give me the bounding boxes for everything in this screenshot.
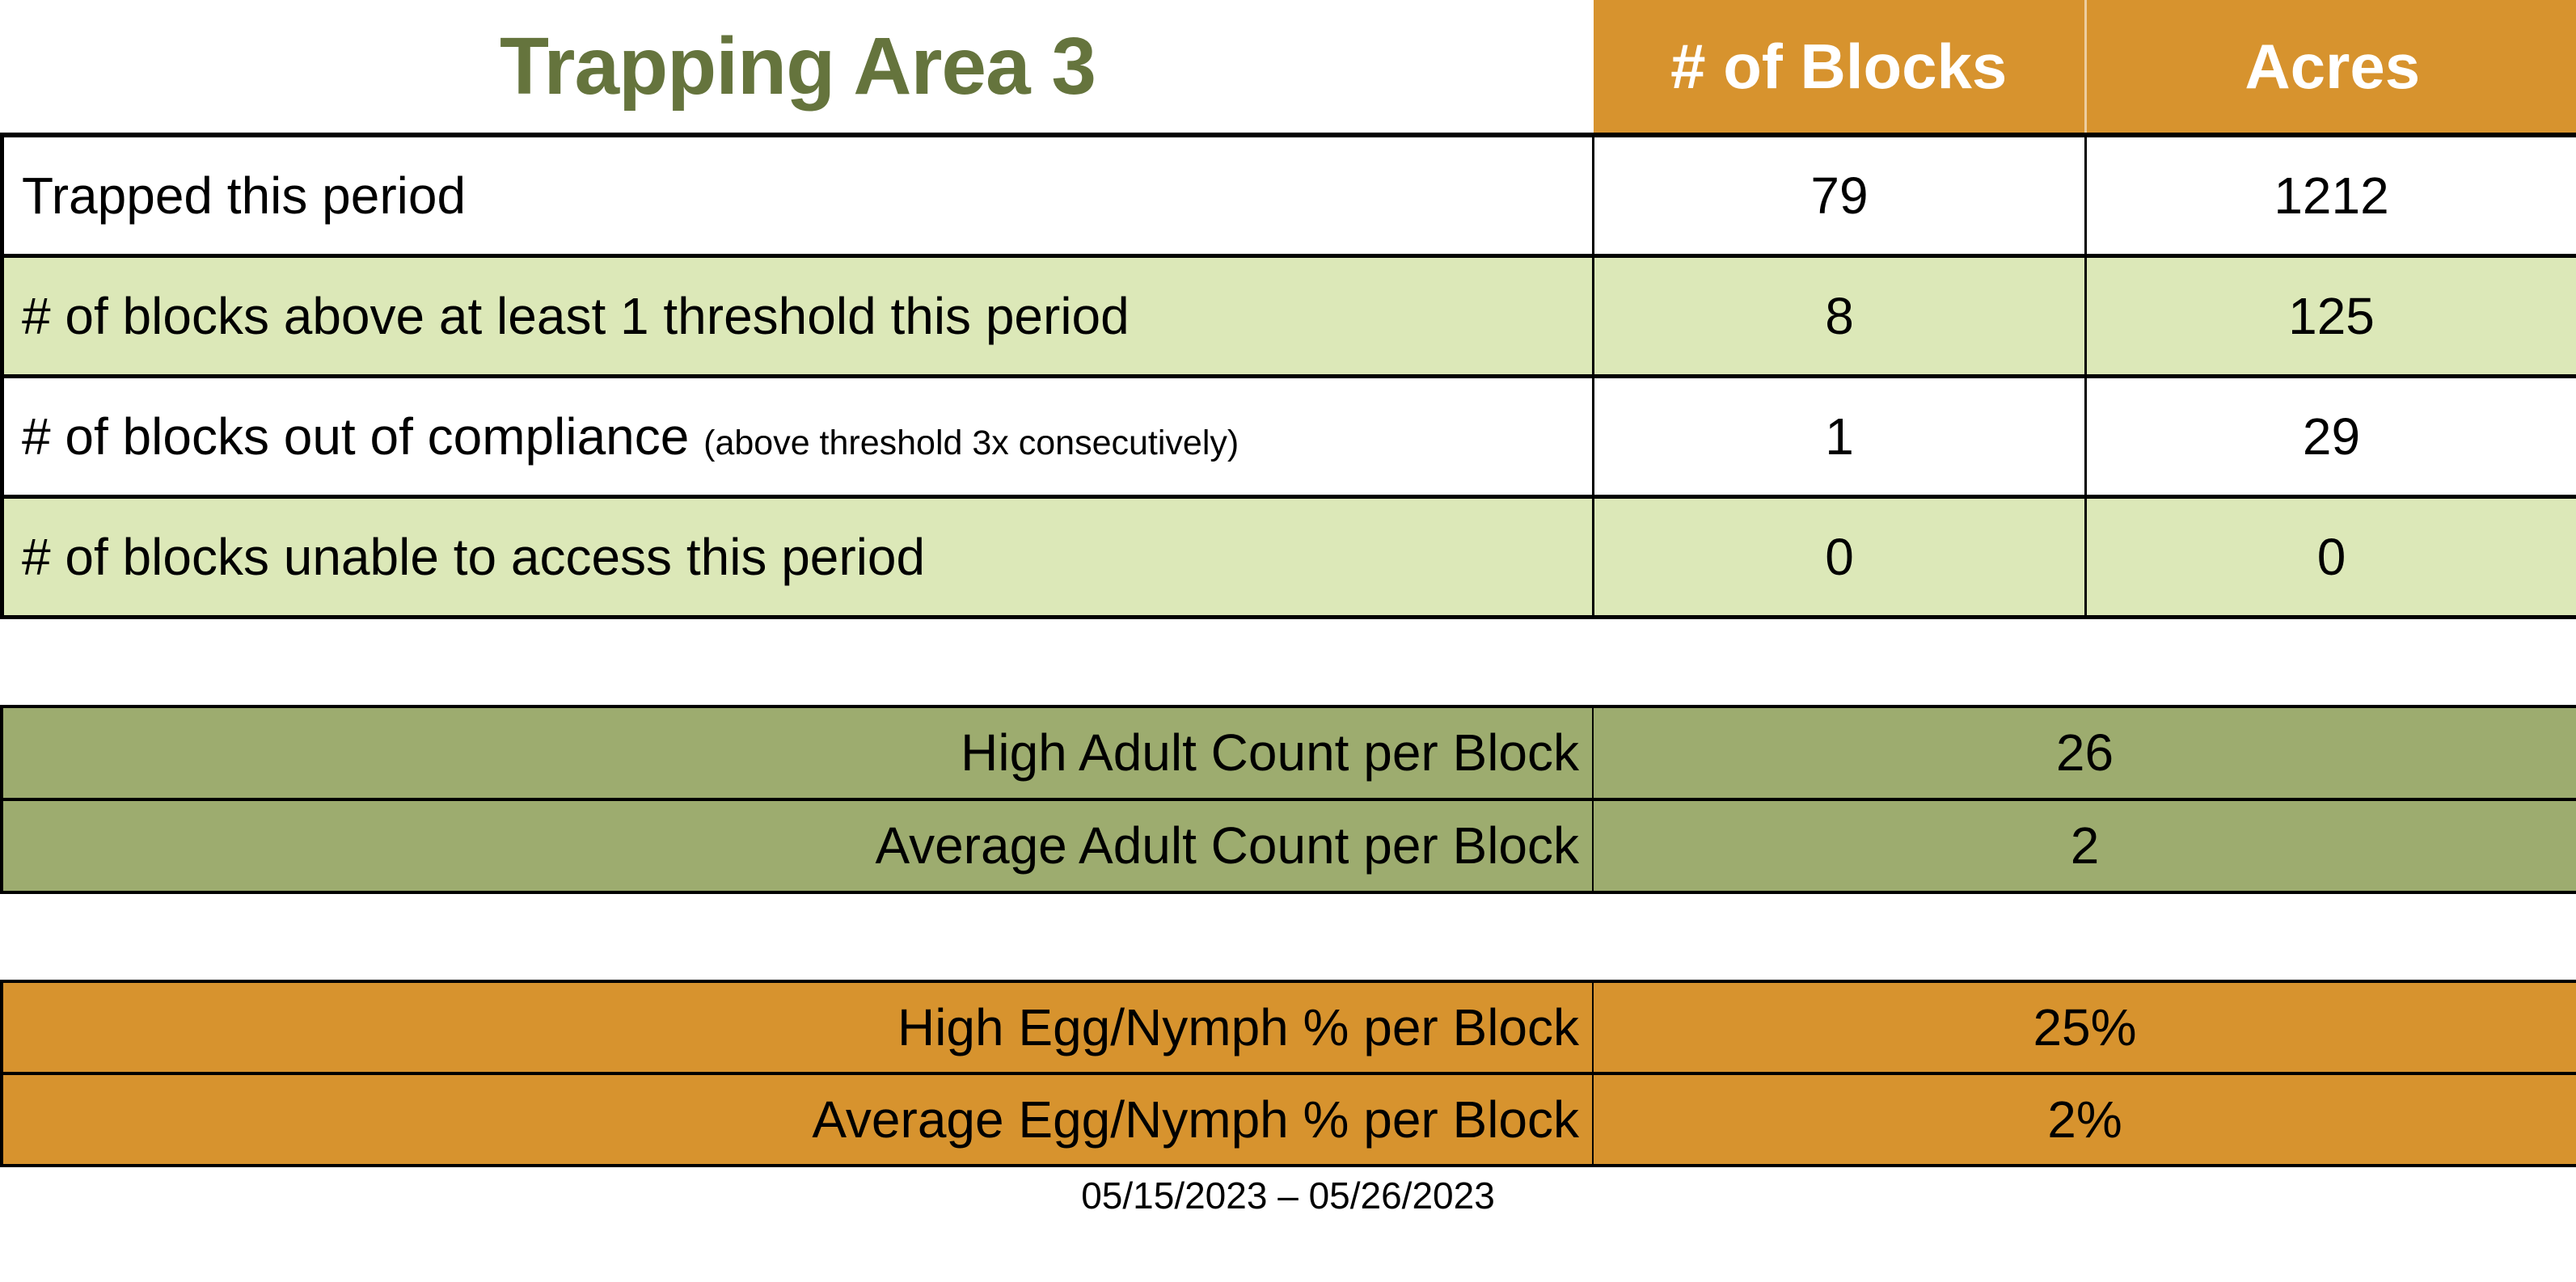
page-title: Trapping Area 3: [2, 0, 1594, 137]
table-row: High Egg/Nymph % per Block 25%: [0, 979, 2576, 1075]
table-row: High Adult Count per Block 26: [0, 704, 2576, 801]
row-label: # of blocks above at least 1 threshold t…: [0, 253, 1594, 378]
column-header-acres: Acres: [2084, 0, 2576, 137]
row-note: (above threshold 3x consecutively): [703, 423, 1239, 462]
header-row: Trapping Area 3 # of Blocks Acres: [2, 0, 2576, 137]
blocks-value: 8: [1592, 253, 2087, 378]
summary-table: Trapping Area 3 # of Blocks Acres Trappe…: [0, 0, 2576, 619]
table-row: # of blocks unable to access this period…: [0, 494, 2576, 619]
row-label: # of blocks out of compliance (above thr…: [0, 373, 1594, 499]
row-label: High Adult Count per Block: [0, 704, 1594, 801]
adult-count-table: High Adult Count per Block 26 Average Ad…: [0, 704, 2576, 894]
row-label-text: # of blocks out of compliance: [22, 407, 690, 466]
acres-value: 0: [2084, 494, 2576, 619]
row-label: Trapped this period: [0, 133, 1594, 258]
row-value: 26: [1592, 704, 2576, 801]
table-row: Average Egg/Nymph % per Block 2%: [0, 1071, 2576, 1167]
date-range: 05/15/2023 – 05/26/2023: [1081, 1174, 1495, 1217]
row-label: Average Egg/Nymph % per Block: [0, 1071, 1594, 1167]
row-label: High Egg/Nymph % per Block: [0, 979, 1594, 1075]
column-header-blocks: # of Blocks: [1593, 0, 2086, 137]
acres-value: 125: [2084, 253, 2576, 378]
blocks-value: 0: [1592, 494, 2087, 619]
row-label: Average Adult Count per Block: [0, 797, 1594, 894]
egg-nymph-table: High Egg/Nymph % per Block 25% Average E…: [0, 979, 2576, 1167]
acres-value: 1212: [2084, 133, 2576, 258]
row-value: 25%: [1592, 979, 2576, 1075]
table-row: Average Adult Count per Block 2: [0, 797, 2576, 894]
row-value: 2%: [1592, 1071, 2576, 1167]
table-row: # of blocks above at least 1 threshold t…: [0, 253, 2576, 378]
blocks-value: 1: [1592, 373, 2087, 499]
row-value: 2: [1592, 797, 2576, 894]
table-row: # of blocks out of compliance (above thr…: [0, 373, 2576, 499]
acres-value: 29: [2084, 373, 2576, 499]
blocks-value: 79: [1592, 133, 2087, 258]
table-row: Trapped this period 79 1212: [0, 133, 2576, 258]
row-label: # of blocks unable to access this period: [0, 494, 1594, 619]
